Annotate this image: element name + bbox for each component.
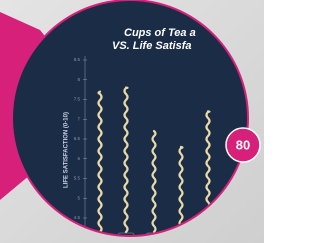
y-tick-label: 8.5 <box>74 57 81 62</box>
chart-subtitle: VS. Life Satisfa <box>112 40 191 52</box>
y-axis-label: LIFE SATISFACTION (0-10) <box>64 112 70 188</box>
page: Cups of Tea a VS. Life Satisfa LIFE SATI… <box>0 0 264 243</box>
chart-title: Cups of Tea a <box>124 27 196 39</box>
y-tick-label: 5.5 <box>74 176 81 181</box>
y-tick-label: 4.5 <box>74 215 81 220</box>
y-tick-label: 6.5 <box>74 136 81 141</box>
y-tick-label: 7.5 <box>74 97 81 102</box>
badge-label: 80 <box>236 137 250 152</box>
